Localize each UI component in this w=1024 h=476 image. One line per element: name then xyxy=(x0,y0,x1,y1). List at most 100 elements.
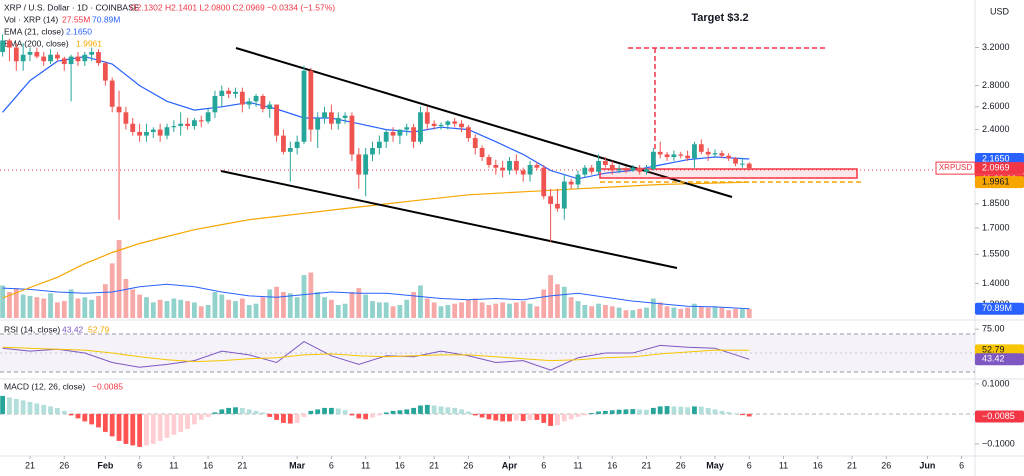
macd-bar xyxy=(603,410,608,414)
volume-bar xyxy=(34,297,40,318)
volume-bar xyxy=(623,310,629,318)
macd-bar xyxy=(335,408,341,414)
candle-body xyxy=(424,112,430,124)
candle-body xyxy=(561,181,567,209)
legend-ema200-value: 1.9961 xyxy=(76,38,102,48)
candle-body xyxy=(603,160,608,165)
volume-bar xyxy=(650,298,656,318)
volume-bar xyxy=(548,275,553,318)
axis-tag xyxy=(975,152,1024,165)
macd-bar xyxy=(466,411,471,414)
candle-body xyxy=(13,47,19,62)
candle-body xyxy=(89,52,95,55)
candle-body xyxy=(205,112,211,122)
legend-vol-ma: 70.89M xyxy=(92,14,120,24)
candle-body xyxy=(507,160,512,171)
candle-body xyxy=(466,127,471,139)
x-tick-label: Feb xyxy=(97,460,114,470)
macd-bar xyxy=(472,413,478,416)
volume-bar xyxy=(390,306,396,318)
y-tick-label: 75.00 xyxy=(982,324,1005,334)
volume-bar xyxy=(644,307,649,318)
candle-body xyxy=(698,144,704,152)
volume-bar xyxy=(41,298,47,318)
series-layer xyxy=(0,55,752,371)
volume-bar xyxy=(507,303,512,318)
macd-bar xyxy=(322,407,327,414)
x-tick-label: 6 xyxy=(541,460,546,470)
volume-bar xyxy=(150,302,156,318)
macd-bar xyxy=(205,413,211,417)
candle-body xyxy=(644,169,649,172)
x-tick-label: 21 xyxy=(847,460,857,470)
candle-body xyxy=(274,104,279,136)
volume-bar xyxy=(438,306,444,318)
x-tick-label: 21 xyxy=(429,460,439,470)
candle-body xyxy=(609,164,615,171)
macd-bar xyxy=(260,412,266,414)
volume-bar xyxy=(75,298,81,318)
macd-bar xyxy=(363,413,369,420)
candle-body xyxy=(582,167,588,175)
x-tick-label: 11 xyxy=(779,460,788,470)
macd-bar xyxy=(164,413,170,438)
axis-tag-label: 52.79 xyxy=(982,345,1005,355)
candle-body xyxy=(376,141,382,149)
candle-body xyxy=(212,95,218,113)
volume-bar xyxy=(281,292,286,318)
candle-body xyxy=(226,90,232,94)
candle-body xyxy=(356,154,362,175)
macd-bar xyxy=(109,413,115,437)
volume-bar xyxy=(746,308,752,318)
macd-bar xyxy=(219,409,225,414)
macd-bar xyxy=(479,413,485,418)
candle-body xyxy=(61,58,67,65)
candle-body xyxy=(541,167,547,197)
axis-tag-label: 43.42 xyxy=(982,354,1005,364)
volume-bar xyxy=(356,288,362,318)
volume-bar xyxy=(596,303,601,318)
macd-bar xyxy=(356,413,362,419)
y-tick-label: 0.1000 xyxy=(982,378,1010,388)
macd-bar xyxy=(20,400,26,414)
macd-bar xyxy=(657,406,663,414)
candle-body xyxy=(7,40,12,48)
macd-bar xyxy=(116,413,122,441)
candle-body xyxy=(178,123,184,127)
candle-body xyxy=(548,196,553,204)
candle-body xyxy=(0,40,6,53)
macd-bar xyxy=(493,413,499,421)
volume-bar xyxy=(205,305,211,318)
candle-body xyxy=(253,95,259,102)
macd-bar xyxy=(698,406,704,414)
volume-bar xyxy=(308,272,314,318)
candle-body xyxy=(102,63,108,81)
macd-bar xyxy=(137,413,142,447)
axis-tag xyxy=(975,176,1024,189)
volume-bar xyxy=(0,285,6,318)
macd-bar xyxy=(123,413,129,444)
candle-body xyxy=(164,127,170,136)
macd-bar xyxy=(102,413,108,432)
volume-bar xyxy=(493,303,499,318)
candle-body xyxy=(246,101,252,105)
volume-bar xyxy=(411,292,416,318)
y-tick-label: −0.1000 xyxy=(982,438,1015,448)
volume-bar xyxy=(500,302,506,318)
y-tick-label: 3.2000 xyxy=(982,42,1010,52)
candle-body xyxy=(445,121,451,125)
volume-bar xyxy=(61,301,67,318)
macd-bar xyxy=(616,409,622,414)
axis-tag xyxy=(975,302,1024,315)
candle-body xyxy=(404,127,410,130)
candle-body xyxy=(96,52,101,64)
volume-bar xyxy=(404,299,410,318)
macd-bar xyxy=(185,413,190,429)
macd-bar xyxy=(7,397,12,414)
legend-vol: Vol · XRP (14) xyxy=(4,14,58,24)
macd-bar xyxy=(507,413,512,422)
macd-bar xyxy=(397,410,403,414)
candle-body xyxy=(493,164,499,168)
macd-bar xyxy=(390,410,396,414)
macd-bar xyxy=(650,407,656,414)
